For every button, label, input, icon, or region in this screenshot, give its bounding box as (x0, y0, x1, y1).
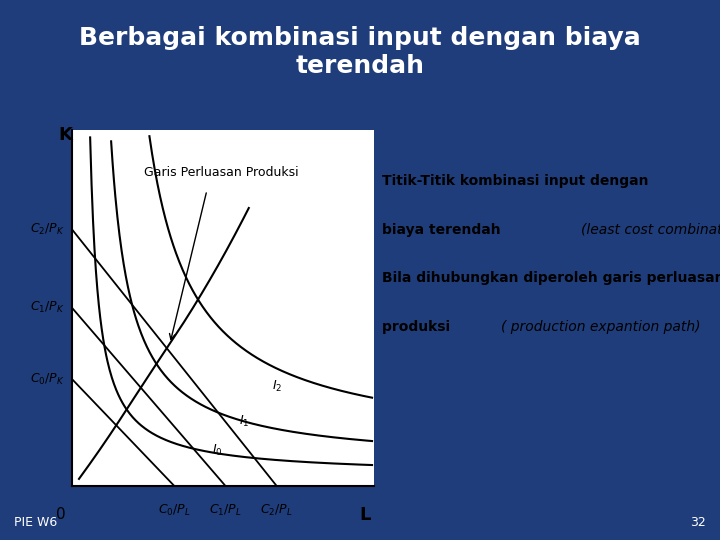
Text: Berbagai kombinasi input dengan biaya
terendah: Berbagai kombinasi input dengan biaya te… (79, 26, 641, 78)
Text: K: K (58, 126, 72, 144)
Text: 32: 32 (690, 516, 706, 529)
Text: $I_0$: $I_0$ (212, 443, 222, 458)
Text: $I_2$: $I_2$ (272, 379, 282, 394)
Text: biaya terendah: biaya terendah (382, 222, 505, 237)
Text: produksi: produksi (382, 320, 454, 334)
Text: (least cost combination): (least cost combination) (581, 222, 720, 237)
Text: $C_2/P_K$: $C_2/P_K$ (30, 222, 65, 237)
Text: Titik-Titik kombinasi input dengan: Titik-Titik kombinasi input dengan (382, 174, 648, 188)
Text: 0: 0 (55, 507, 66, 522)
Text: $I_1$: $I_1$ (240, 414, 250, 429)
Text: $C_0/P_K$: $C_0/P_K$ (30, 372, 65, 387)
Text: PIE W6: PIE W6 (14, 516, 58, 529)
Text: $C_1/P_K$: $C_1/P_K$ (30, 300, 65, 315)
Text: $C_0/P_L$: $C_0/P_L$ (158, 503, 191, 518)
Text: Garis Perluasan Produksi: Garis Perluasan Produksi (143, 166, 298, 179)
Text: ( production expantion path): ( production expantion path) (501, 320, 701, 334)
Text: Bila dihubungkan diperoleh garis perluasan: Bila dihubungkan diperoleh garis perluas… (382, 271, 720, 285)
Text: $C_2/P_L$: $C_2/P_L$ (261, 503, 293, 518)
Text: $C_1/P_L$: $C_1/P_L$ (209, 503, 242, 518)
Text: L: L (359, 505, 371, 523)
